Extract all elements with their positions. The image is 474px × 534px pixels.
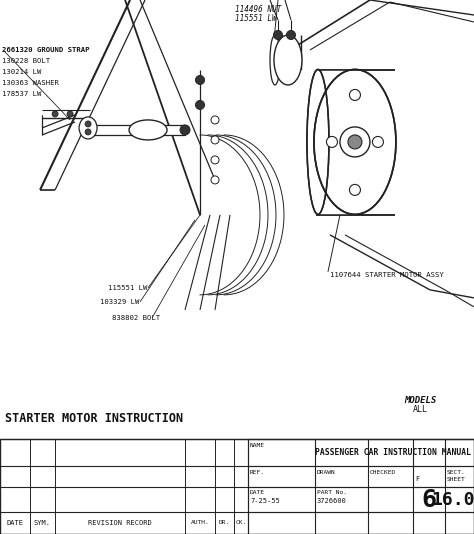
Circle shape bbox=[327, 136, 337, 147]
Text: 103329 LW: 103329 LW bbox=[100, 299, 139, 305]
Text: REVISION RECORD: REVISION RECORD bbox=[88, 520, 152, 526]
Text: 7-25-55: 7-25-55 bbox=[250, 498, 280, 504]
Text: 130214 LW: 130214 LW bbox=[2, 69, 42, 75]
Ellipse shape bbox=[274, 35, 302, 85]
Text: 6: 6 bbox=[421, 488, 437, 512]
Circle shape bbox=[211, 176, 219, 184]
Circle shape bbox=[85, 129, 91, 135]
Ellipse shape bbox=[314, 69, 396, 214]
Circle shape bbox=[195, 100, 204, 109]
Text: PASSENGER CAR INSTRUCTION MANUAL: PASSENGER CAR INSTRUCTION MANUAL bbox=[315, 449, 471, 458]
Circle shape bbox=[349, 90, 360, 100]
Text: F: F bbox=[415, 476, 419, 482]
Circle shape bbox=[211, 156, 219, 164]
Circle shape bbox=[67, 111, 73, 117]
Text: CK.: CK. bbox=[236, 521, 246, 525]
Circle shape bbox=[52, 111, 58, 117]
Text: 115551 LW: 115551 LW bbox=[235, 14, 277, 23]
Polygon shape bbox=[190, 70, 318, 215]
Circle shape bbox=[373, 136, 383, 147]
Text: 178537 LW: 178537 LW bbox=[2, 91, 42, 97]
Circle shape bbox=[273, 30, 283, 40]
Circle shape bbox=[211, 136, 219, 144]
Text: AUTH.: AUTH. bbox=[191, 521, 210, 525]
Text: DR.: DR. bbox=[219, 521, 229, 525]
Ellipse shape bbox=[340, 127, 370, 157]
Polygon shape bbox=[90, 125, 185, 135]
Text: NAME: NAME bbox=[250, 443, 265, 448]
Circle shape bbox=[180, 125, 190, 135]
Ellipse shape bbox=[79, 117, 97, 139]
Ellipse shape bbox=[270, 35, 280, 85]
Text: DRAWN: DRAWN bbox=[317, 470, 336, 475]
Text: ALL: ALL bbox=[412, 405, 428, 414]
Text: STARTER MOTOR INSTRUCTION: STARTER MOTOR INSTRUCTION bbox=[5, 412, 183, 425]
Text: REF.: REF. bbox=[250, 470, 265, 475]
Circle shape bbox=[211, 116, 219, 124]
Text: 130228 BOLT: 130228 BOLT bbox=[2, 58, 50, 64]
Text: MODELS: MODELS bbox=[404, 396, 436, 405]
Bar bbox=[0, 439, 474, 534]
Text: 115551 LW: 115551 LW bbox=[108, 285, 147, 291]
Text: PART No.: PART No. bbox=[317, 490, 347, 495]
Text: 114496 NUT: 114496 NUT bbox=[235, 5, 281, 14]
Text: 130363 WASHER: 130363 WASHER bbox=[2, 80, 59, 86]
Text: SHEET: SHEET bbox=[447, 477, 466, 482]
Text: 16.00: 16.00 bbox=[432, 491, 474, 509]
Ellipse shape bbox=[348, 135, 362, 149]
Text: SYM.: SYM. bbox=[34, 520, 51, 526]
Text: SECT.: SECT. bbox=[447, 470, 466, 475]
Circle shape bbox=[286, 30, 295, 40]
Text: 1107644 STARTER MOTOR ASSY: 1107644 STARTER MOTOR ASSY bbox=[330, 272, 444, 278]
Circle shape bbox=[85, 121, 91, 127]
Ellipse shape bbox=[129, 120, 167, 140]
Bar bbox=[318, 70, 355, 215]
Circle shape bbox=[349, 184, 360, 195]
Text: 3726600: 3726600 bbox=[317, 498, 347, 504]
Text: DATE: DATE bbox=[250, 490, 265, 495]
Text: 2661320 GROUND STRAP: 2661320 GROUND STRAP bbox=[2, 47, 90, 53]
Circle shape bbox=[195, 75, 204, 84]
Text: DATE: DATE bbox=[7, 520, 24, 526]
Text: 838802 BOLT: 838802 BOLT bbox=[112, 315, 160, 321]
Text: CHECKED: CHECKED bbox=[370, 470, 396, 475]
